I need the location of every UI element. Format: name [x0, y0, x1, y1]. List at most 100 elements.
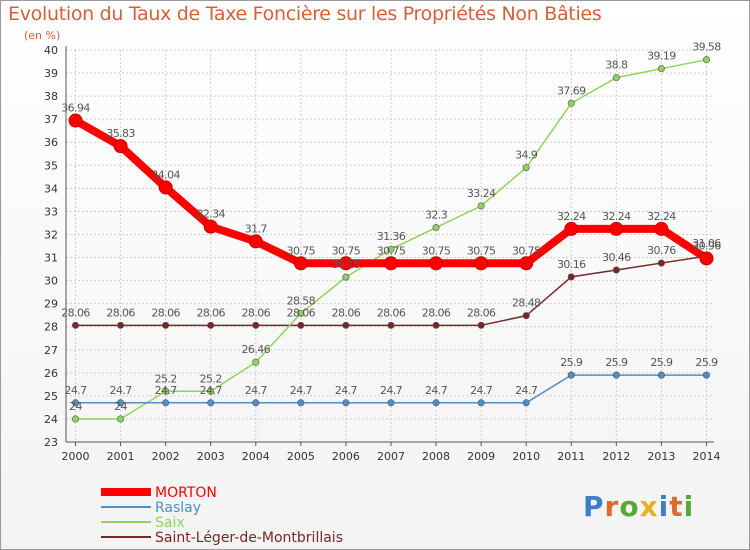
- data-point: [522, 399, 530, 407]
- data-label: 34.04: [151, 168, 180, 181]
- data-label: 39.58: [692, 41, 721, 54]
- data-point: [567, 273, 575, 281]
- data-point: [432, 224, 440, 232]
- y-tick-label: 33: [44, 205, 58, 218]
- data-label: 28.06: [377, 306, 406, 319]
- data-label: 30.75: [377, 244, 406, 257]
- data-label: 24.7: [470, 384, 493, 397]
- x-tick-label: 2004: [242, 450, 270, 463]
- data-point: [657, 65, 665, 73]
- series-saint-l-ger-de-montbrillais: [72, 252, 710, 329]
- data-label: 25.2: [155, 372, 177, 385]
- y-tick-label: 40: [44, 44, 58, 57]
- data-label: 25.2: [200, 372, 222, 385]
- data-point: [72, 415, 80, 423]
- data-point: [203, 219, 218, 234]
- x-tick-label: 2005: [287, 450, 315, 463]
- data-label: 36.94: [61, 102, 90, 115]
- chart-title: Evolution du Taux de Taxe Foncière sur l…: [8, 3, 602, 25]
- y-tick-label: 29: [44, 298, 58, 311]
- data-point: [432, 321, 440, 329]
- data-point: [612, 371, 620, 379]
- data-label: 24.7: [155, 384, 178, 397]
- y-tick-label: 35: [44, 159, 58, 172]
- data-label: 34.9: [515, 149, 538, 162]
- data-label: 25.9: [605, 356, 628, 369]
- data-label: 33.24: [467, 187, 496, 200]
- data-point: [297, 321, 305, 329]
- y-tick-label: 39: [44, 67, 58, 80]
- data-label: 30.75: [287, 244, 316, 257]
- data-point: [477, 202, 485, 210]
- data-label: 24.7: [245, 384, 268, 397]
- chart-subtitle: (en %): [24, 29, 61, 42]
- y-tick-label: 38: [44, 90, 58, 103]
- data-point: [387, 321, 395, 329]
- y-tick-label: 30: [44, 275, 58, 288]
- proxiti-logo-letter: x: [639, 490, 659, 523]
- x-tick-label: 2000: [62, 450, 90, 463]
- data-label: 32.24: [602, 210, 631, 223]
- x-tick-label: 2007: [377, 450, 405, 463]
- data-point: [252, 321, 260, 329]
- data-label: 28.06: [61, 306, 90, 319]
- data-point: [207, 321, 215, 329]
- series-morton: [68, 113, 714, 271]
- data-point: [564, 221, 579, 236]
- data-point: [162, 399, 170, 407]
- data-point: [702, 56, 710, 64]
- legend-label: Saint-Léger-de-Montbrillais: [155, 530, 343, 546]
- data-label: 28.06: [151, 306, 180, 319]
- data-point: [477, 321, 485, 329]
- data-label: 30.46: [602, 251, 631, 264]
- data-label: 30.76: [647, 244, 676, 257]
- data-point: [342, 321, 350, 329]
- data-point: [612, 266, 620, 274]
- data-label: 32.24: [557, 210, 586, 223]
- x-tick-label: 2011: [557, 450, 585, 463]
- data-point: [432, 399, 440, 407]
- data-point: [248, 234, 263, 249]
- data-label: 24.7: [290, 384, 313, 397]
- data-label: 30.16: [557, 258, 586, 271]
- data-label: 24: [69, 400, 82, 413]
- legend-label: MORTON: [155, 485, 217, 501]
- data-label: 26.46: [242, 343, 271, 356]
- data-point: [113, 139, 128, 154]
- x-tick-label: 2009: [467, 450, 495, 463]
- data-label: 28.06: [106, 306, 135, 319]
- x-tick-label: 2002: [152, 450, 180, 463]
- data-label: 31.7: [245, 222, 268, 235]
- data-point: [117, 415, 125, 423]
- data-label: 25.9: [560, 356, 583, 369]
- y-tick-label: 32: [44, 228, 58, 241]
- proxiti-logo-letter: t: [669, 490, 684, 523]
- data-point: [72, 399, 80, 407]
- y-tick-label: 28: [44, 321, 58, 334]
- data-point: [338, 256, 353, 271]
- x-tick-label: 2010: [512, 450, 540, 463]
- data-point: [297, 309, 305, 317]
- chart-legend: MORTONRaslaySaixSaint-Léger-de-Montbrill…: [101, 485, 343, 546]
- data-point: [207, 399, 215, 407]
- data-point: [117, 399, 125, 407]
- data-point: [477, 399, 485, 407]
- y-tick-label: 24: [44, 413, 58, 426]
- data-point: [342, 273, 350, 281]
- data-point: [567, 371, 575, 379]
- data-point: [162, 321, 170, 329]
- data-point: [252, 358, 260, 366]
- proxiti-logo-letter: i: [658, 490, 670, 523]
- x-tick-label: 2008: [422, 450, 450, 463]
- data-label: 35.83: [106, 127, 135, 140]
- data-label: 28.06: [422, 306, 451, 319]
- legend-label: Raslay: [155, 500, 201, 516]
- data-label: 30.75: [422, 244, 451, 257]
- data-label: 31.36: [377, 230, 406, 243]
- data-label: 31.06: [692, 237, 721, 250]
- data-label: 24.7: [515, 384, 538, 397]
- y-tick-label: 36: [44, 136, 58, 149]
- y-tick-label: 27: [44, 344, 58, 357]
